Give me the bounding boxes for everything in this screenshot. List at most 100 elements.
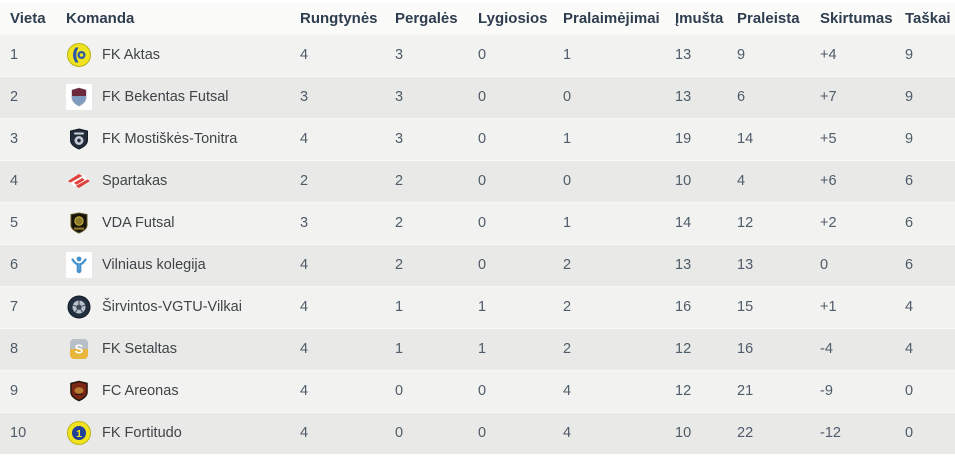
table-header: Vieta Komanda Rungtynės Pergalės Lygiosi… — [0, 3, 955, 34]
losses-cell: 2 — [563, 257, 572, 273]
column-header-goals-conceded: Praleista — [737, 10, 800, 27]
rank-cell: 10 — [10, 425, 27, 441]
team-cell[interactable]: FK Aktas — [66, 42, 300, 68]
team-name: FK Bekentas Futsal — [102, 89, 229, 105]
draws-cell: 0 — [478, 425, 487, 441]
table-row: 7 Širvintos-VGTU-Vilkai 4 1 1 2 16 15 +1… — [0, 286, 955, 328]
rank-cell: 4 — [10, 173, 19, 189]
difference-cell: +4 — [820, 47, 837, 63]
difference-cell: +1 — [820, 299, 837, 315]
conceded-cell: 6 — [737, 89, 746, 105]
losses-cell: 4 — [563, 383, 572, 399]
table-row: 9 FC Areonas 4 0 0 4 12 21 -9 0 — [0, 370, 955, 412]
scored-cell: 16 — [675, 299, 692, 315]
wins-cell: 1 — [395, 341, 404, 357]
draws-cell: 0 — [478, 131, 487, 147]
column-header-draws: Lygiosios — [478, 10, 548, 27]
points-cell: 0 — [905, 383, 914, 399]
team-cell[interactable]: Vilniaus kolegija — [66, 252, 300, 278]
losses-cell: 2 — [563, 299, 572, 315]
conceded-cell: 4 — [737, 173, 746, 189]
vilniaus-kolegija-logo — [66, 252, 92, 278]
fk-fortitudo-logo: 1 — [66, 420, 92, 446]
wins-cell: 2 — [395, 173, 404, 189]
team-cell[interactable]: VDA Futsal — [66, 210, 300, 236]
conceded-cell: 12 — [737, 215, 754, 231]
team-name: FK Setaltas — [102, 341, 177, 357]
difference-cell: -12 — [820, 425, 841, 441]
conceded-cell: 13 — [737, 257, 754, 273]
svg-text:1: 1 — [76, 428, 82, 440]
fk-setaltas-logo: S — [66, 336, 92, 362]
draws-cell: 0 — [478, 257, 487, 273]
column-header-place: Vieta — [10, 10, 46, 27]
table-row: 2 FK Bekentas Futsal 3 3 0 0 13 6 +7 9 — [0, 76, 955, 118]
table-row: 3 FK Mostiškės-Tonitra 4 3 0 1 19 14 +5 … — [0, 118, 955, 160]
points-cell: 6 — [905, 215, 914, 231]
rank-cell: 6 — [10, 257, 19, 273]
column-header-wins: Pergalės — [395, 10, 458, 27]
team-name: FK Mostiškės-Tonitra — [102, 131, 238, 147]
points-cell: 9 — [905, 89, 914, 105]
losses-cell: 1 — [563, 131, 572, 147]
team-cell[interactable]: Spartakas — [66, 168, 300, 194]
table-row: 4 Spartakas 2 2 0 0 10 4 +6 6 — [0, 160, 955, 202]
wins-cell: 2 — [395, 257, 404, 273]
table-row: 5 VDA Futsal 3 2 0 1 14 12 +2 6 — [0, 202, 955, 244]
matches-cell: 3 — [300, 215, 309, 231]
fc-areonas-logo — [66, 378, 92, 404]
scored-cell: 10 — [675, 173, 692, 189]
wins-cell: 3 — [395, 89, 404, 105]
points-cell: 6 — [905, 173, 914, 189]
table-row: 1 FK Aktas 4 3 0 1 13 9 +4 9 — [0, 34, 955, 76]
losses-cell: 2 — [563, 341, 572, 357]
scored-cell: 10 — [675, 425, 692, 441]
wins-cell: 3 — [395, 131, 404, 147]
table-row: 8 S FK Setaltas 4 1 1 2 12 16 -4 4 — [0, 328, 955, 370]
team-name: Spartakas — [102, 173, 168, 189]
draws-cell: 0 — [478, 173, 487, 189]
matches-cell: 4 — [300, 383, 309, 399]
difference-cell: +7 — [820, 89, 837, 105]
conceded-cell: 9 — [737, 47, 746, 63]
draws-cell: 0 — [478, 215, 487, 231]
team-cell[interactable]: FC Areonas — [66, 378, 300, 404]
team-cell[interactable]: FK Bekentas Futsal — [66, 84, 300, 110]
losses-cell: 0 — [563, 173, 572, 189]
losses-cell: 1 — [563, 47, 572, 63]
spartakas-logo — [66, 168, 92, 194]
wins-cell: 0 — [395, 383, 404, 399]
matches-cell: 4 — [300, 47, 309, 63]
vda-futsal-logo — [66, 210, 92, 236]
fk-aktas-logo — [66, 42, 92, 68]
wins-cell: 1 — [395, 299, 404, 315]
draws-cell: 0 — [478, 47, 487, 63]
losses-cell: 0 — [563, 89, 572, 105]
difference-cell: -4 — [820, 341, 833, 357]
rank-cell: 8 — [10, 341, 19, 357]
conceded-cell: 15 — [737, 299, 754, 315]
matches-cell: 4 — [300, 341, 309, 357]
matches-cell: 4 — [300, 299, 309, 315]
conceded-cell: 21 — [737, 383, 754, 399]
matches-cell: 4 — [300, 131, 309, 147]
sirvintos-vgtu-vilkai-logo — [66, 294, 92, 320]
draws-cell: 1 — [478, 341, 487, 357]
column-header-points: Taškai — [905, 10, 951, 27]
matches-cell: 4 — [300, 425, 309, 441]
column-header-matches: Rungtynės — [300, 10, 378, 27]
team-cell[interactable]: S FK Setaltas — [66, 336, 300, 362]
team-cell[interactable]: FK Mostiškės-Tonitra — [66, 126, 300, 152]
points-cell: 6 — [905, 257, 914, 273]
team-cell[interactable]: 1 FK Fortitudo — [66, 420, 300, 446]
wins-cell: 2 — [395, 215, 404, 231]
fk-bekentas-logo — [66, 84, 92, 110]
standings-table: Vieta Komanda Rungtynės Pergalės Lygiosi… — [0, 3, 955, 454]
scored-cell: 13 — [675, 47, 692, 63]
team-name: Vilniaus kolegija — [102, 257, 206, 273]
points-cell: 4 — [905, 299, 914, 315]
column-header-team: Komanda — [66, 10, 135, 27]
rank-cell: 5 — [10, 215, 19, 231]
column-header-difference: Skirtumas — [820, 10, 893, 27]
team-cell[interactable]: Širvintos-VGTU-Vilkai — [66, 294, 300, 320]
